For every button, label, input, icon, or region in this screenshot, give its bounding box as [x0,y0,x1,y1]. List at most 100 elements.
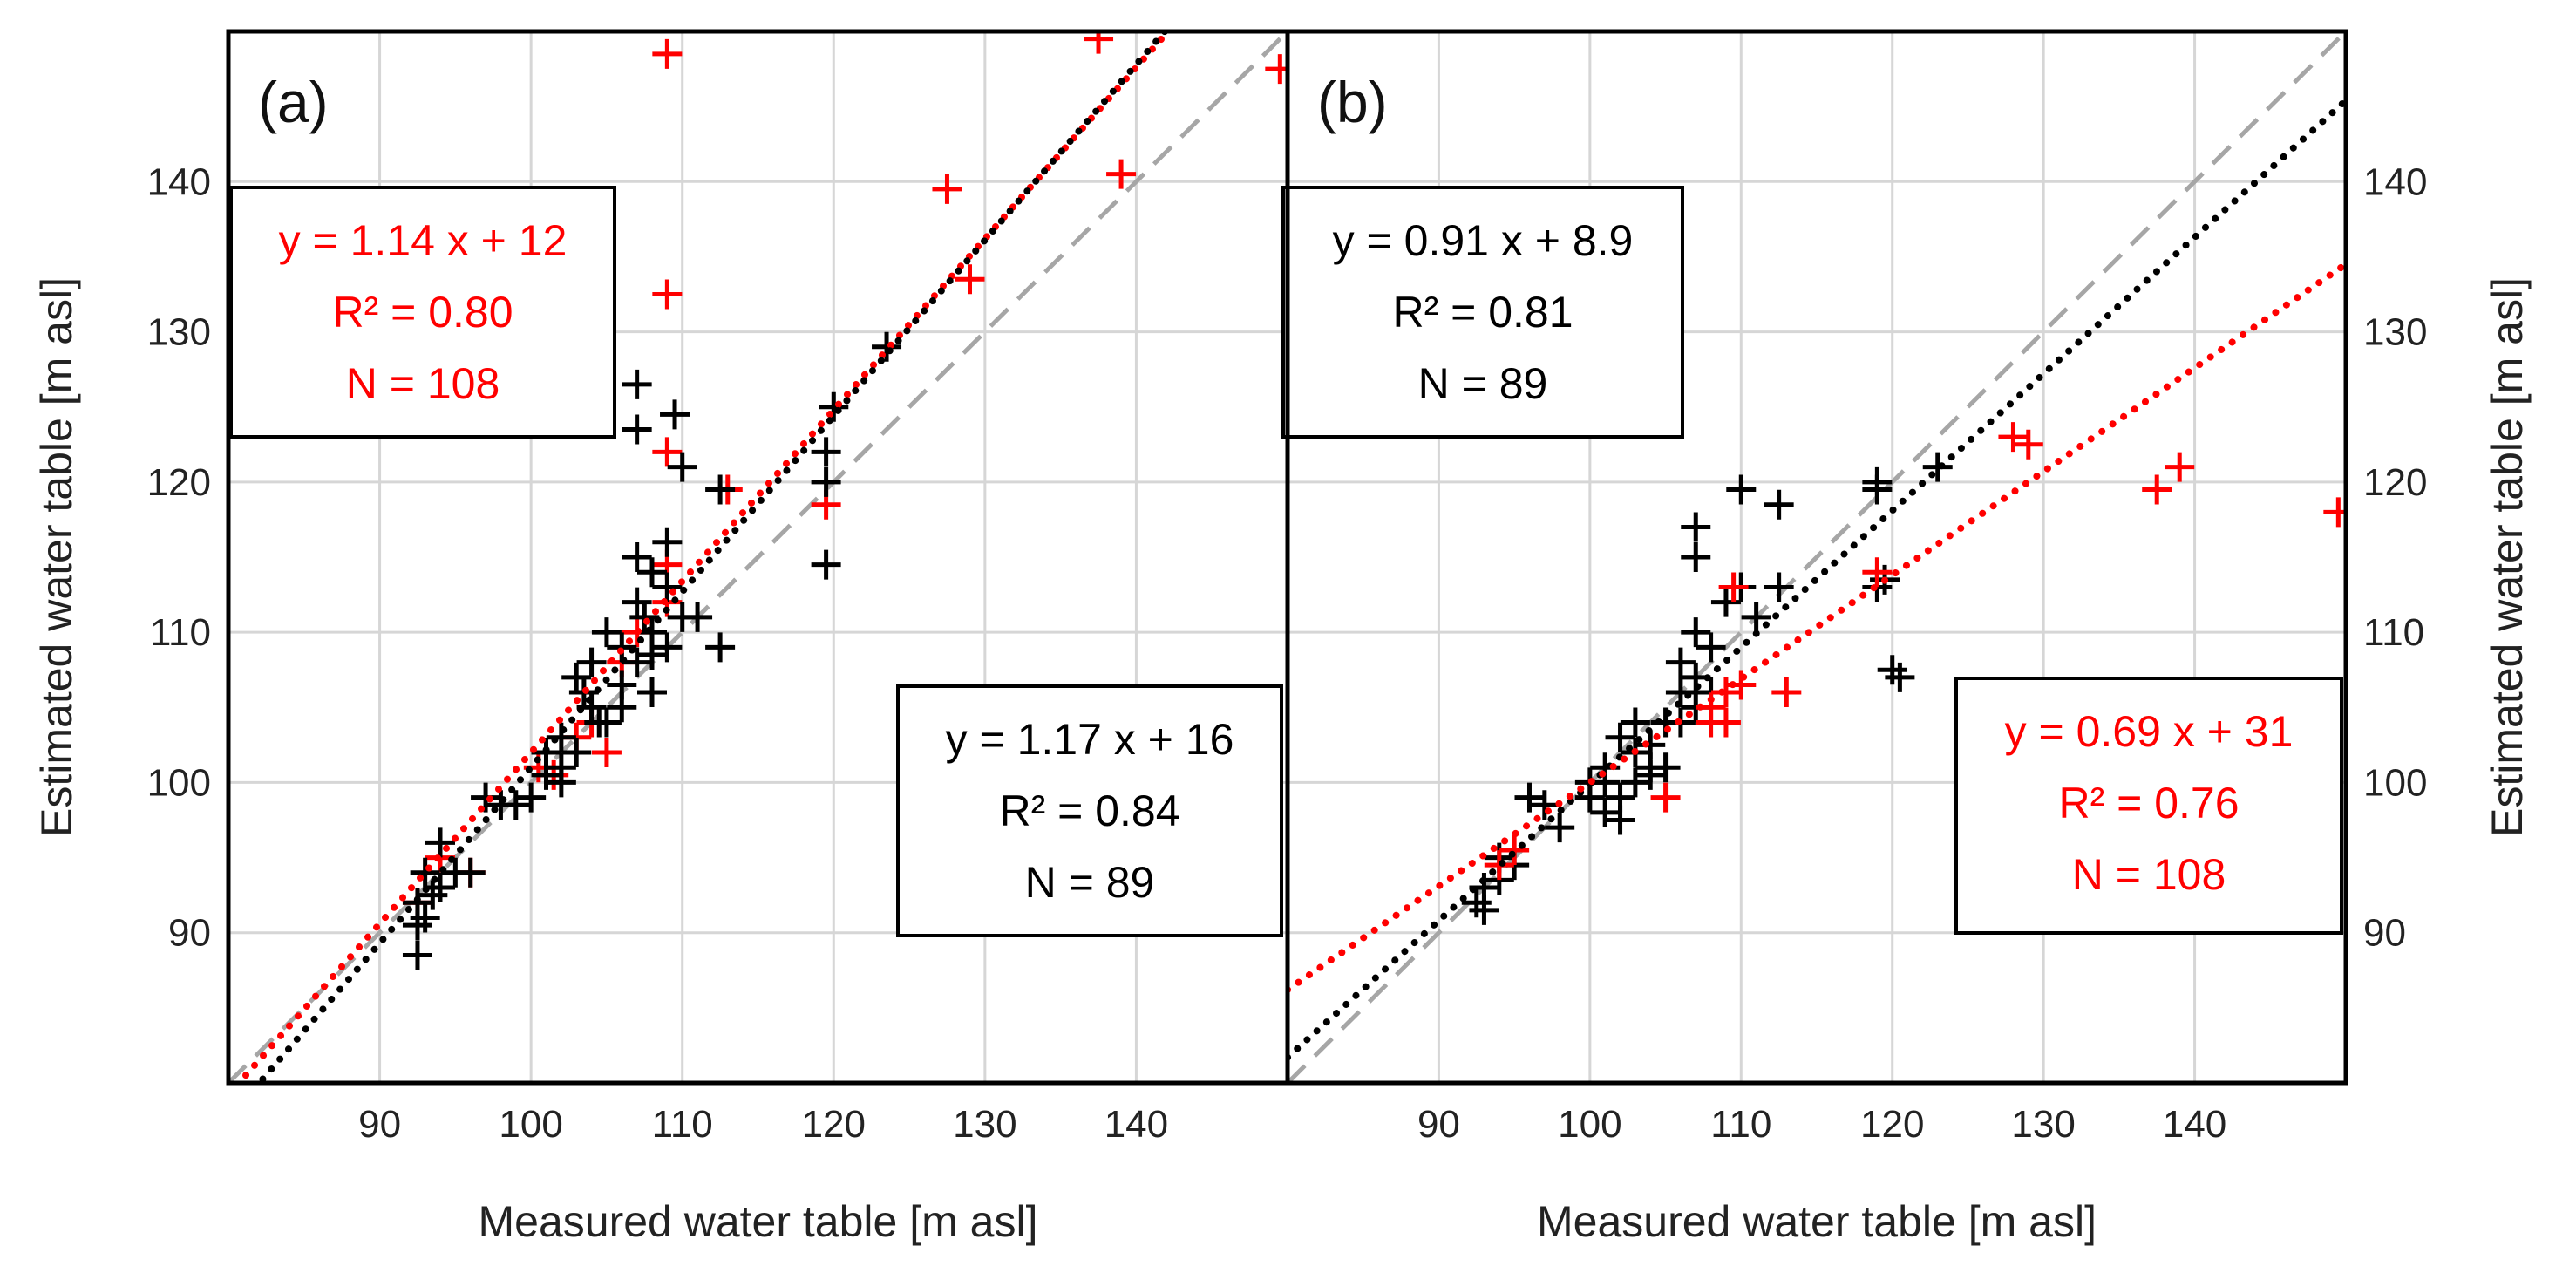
x-tick-label: 100 [499,1103,562,1146]
equation-box-black-series: y = 1.17 x + 16 R² = 0.84 N = 89 [896,684,1283,937]
data-point [1726,474,1757,505]
equation-box-red-series: y = 1.14 x + 12 R² = 0.80 N = 108 [229,186,616,439]
equation-box-black-series: y = 0.91 x + 8.9 R² = 0.81 N = 89 [1281,186,1684,439]
data-point [1650,782,1681,813]
y-tick-label: 90 [168,912,211,955]
data-point [1650,752,1681,783]
data-point [455,857,486,888]
series-black-series [402,331,902,970]
data-point [637,677,667,708]
regression-equation: y = 1.17 x + 16 [946,715,1234,764]
trendline-black-series [1288,97,2346,1061]
data-point [516,782,547,813]
sample-count: N = 108 [2072,850,2226,899]
data-point [1710,677,1741,708]
x-axis-title: Measured water table [m asl] [1537,1197,2097,1246]
data-point [1998,422,2029,453]
data-point [1696,707,1726,738]
data-point [652,632,683,663]
regression-equation: y = 1.14 x + 12 [279,216,568,265]
data-point [561,662,592,692]
data-point [1635,730,1666,760]
data-point [1265,54,1288,85]
y-tick-label: 130 [2363,311,2427,354]
data-point [1461,888,1492,918]
data-point [561,737,592,767]
data-point [1665,647,1696,677]
data-point [546,767,576,798]
r-squared: R² = 0.80 [332,288,513,337]
r-squared: R² = 0.81 [1392,288,1573,337]
data-point [872,331,902,362]
data-point [1696,632,1726,663]
data-point [1529,790,1560,820]
data-point [622,369,652,399]
data-point [1764,572,1794,602]
data-point [1681,617,1711,648]
x-tick-label: 130 [953,1103,1016,1146]
plot-area [1288,31,2346,1083]
data-point [819,391,849,422]
data-point [652,437,683,467]
data-point [1514,782,1545,813]
data-point [410,902,440,933]
y-tick-label: 100 [147,761,211,804]
data-point [622,647,652,677]
data-point [1885,662,1915,692]
data-point [660,399,690,430]
panel-label: (b) [1317,70,1388,134]
data-point [1620,767,1650,798]
data-point [1862,474,1893,505]
data-point [486,790,516,820]
data-point [652,527,683,557]
x-tick-label: 110 [652,1103,713,1146]
data-point [402,910,432,941]
data-point [1499,834,1530,865]
x-tick-label: 100 [1558,1103,1621,1146]
y-axis-title: Estimated water table [m asl] [32,277,81,837]
data-point [955,264,985,295]
data-point [622,587,652,617]
data-point [652,38,683,69]
data-point [1681,542,1711,572]
data-point [622,414,652,445]
data-point [637,639,667,670]
data-point [576,647,607,677]
data-point [1922,452,1953,482]
data-point [637,557,667,588]
sample-count: N = 108 [346,359,500,408]
data-point [1545,813,1575,843]
data-point [1741,602,1771,632]
data-point [1106,159,1137,189]
x-tick-label: 120 [802,1103,866,1146]
data-point [2142,474,2172,505]
data-point [1484,850,1514,881]
data-point [811,437,841,467]
data-point [418,880,448,910]
data-point [1084,31,1114,54]
y-tick-label: 130 [147,311,211,354]
y-axis-title: Estimated water table [m asl] [2483,277,2532,837]
x-tick-label: 120 [1860,1103,1924,1146]
y-tick-label: 110 [2363,611,2424,654]
data-point [1605,805,1635,835]
data-point [667,452,697,482]
data-point [402,940,432,970]
y-tick-label: 120 [2363,461,2427,504]
data-point [811,549,841,580]
data-point [410,857,440,888]
data-point [591,617,622,648]
y-tick-label: 120 [147,461,211,504]
data-point [652,279,683,310]
data-point [425,827,455,858]
y-tick-label: 140 [2363,160,2427,203]
x-tick-label: 140 [2163,1103,2226,1146]
panel-label: (a) [258,70,329,134]
data-point [629,602,660,632]
x-tick-label: 90 [1417,1103,1460,1146]
series-red-series [1484,422,2346,881]
data-point [591,737,622,767]
sample-count: N = 89 [1025,858,1155,907]
data-point [1771,677,1802,708]
data-point [1635,759,1666,790]
